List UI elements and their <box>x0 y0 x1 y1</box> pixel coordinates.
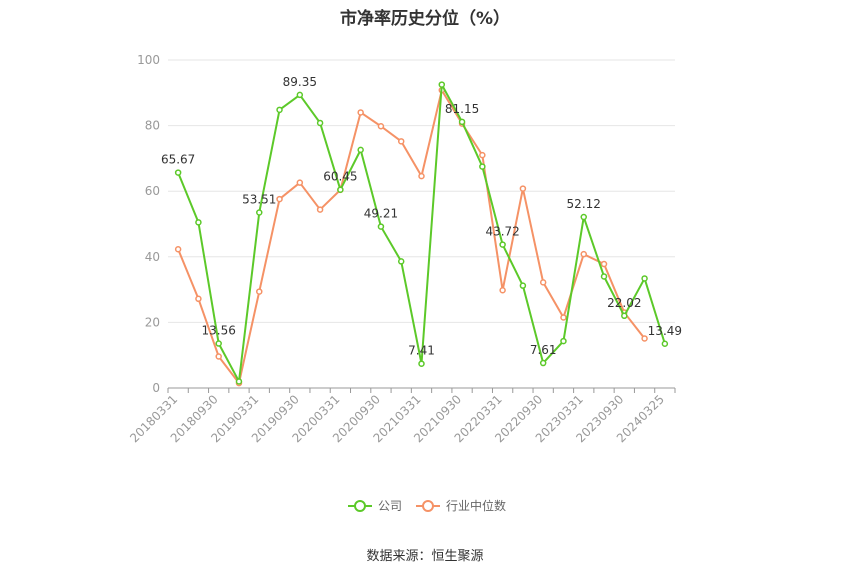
legend-label: 公司 <box>378 499 402 513</box>
data-point-series-0 <box>621 312 628 320</box>
data-point-series-1 <box>580 250 587 258</box>
data-point-series-0 <box>661 340 669 348</box>
data-label: 7.41 <box>408 344 435 358</box>
data-point-series-1 <box>215 353 222 360</box>
data-label: 13.56 <box>202 324 236 338</box>
y-tick-label: 100 <box>137 53 160 67</box>
data-point-series-1 <box>499 287 506 294</box>
data-point-series-1 <box>600 260 608 268</box>
data-point-series-0 <box>195 219 202 226</box>
y-tick-label: 60 <box>145 184 160 198</box>
data-point-series-0 <box>215 340 222 347</box>
data-label: 81.15 <box>445 102 479 116</box>
data-point-series-1 <box>276 195 283 203</box>
data-point-series-0 <box>580 213 587 221</box>
series-line-0 <box>177 83 666 383</box>
y-tick-label: 0 <box>152 381 160 395</box>
data-label: 60.45 <box>323 170 357 184</box>
legend[interactable]: 公司 行业中位数 <box>348 498 506 513</box>
data-labels: 65.67 13.56 53.51 89.35 60.45 49.21 7.41 81.15 4… <box>161 75 682 358</box>
data-label: 13.49 <box>648 324 682 338</box>
data-label: 53.51 <box>242 192 276 206</box>
data-label: 65.67 <box>161 153 195 167</box>
data-label: 89.35 <box>283 75 317 89</box>
y-tick-label: 20 <box>145 315 160 329</box>
data-label: 49.21 <box>364 207 398 221</box>
data-point-series-0 <box>560 337 567 345</box>
data-point-series-1 <box>316 206 324 213</box>
legend-label: 行业中位数 <box>446 498 506 513</box>
data-point-series-0 <box>418 360 425 367</box>
data-point-series-0 <box>256 209 263 216</box>
data-point-series-0 <box>276 106 283 114</box>
data-point-series-0 <box>357 146 364 154</box>
data-point-series-0 <box>499 241 506 248</box>
legend-swatch-marker <box>422 500 434 512</box>
y-tick-label: 80 <box>145 119 160 133</box>
data-label: 7.61 <box>530 343 557 357</box>
data-label: 52.12 <box>567 197 601 211</box>
data-point-series-1 <box>256 288 263 295</box>
data-point-series-1 <box>418 172 425 180</box>
data-point-series-0 <box>539 359 547 367</box>
data-point-series-0 <box>641 275 648 282</box>
y-tick-label: 40 <box>145 250 160 264</box>
data-label: 43.72 <box>485 225 519 239</box>
legend-swatch-marker <box>354 500 366 512</box>
data-point-series-0 <box>479 163 486 170</box>
data-point-series-1 <box>195 295 202 303</box>
data-point-series-0 <box>397 258 405 265</box>
chart-title: 市净率历史分位（%） <box>339 9 511 29</box>
data-source-note: 数据来源：恒生聚源 <box>366 549 484 564</box>
series-lines <box>174 81 669 387</box>
data-point-series-0 <box>377 223 385 230</box>
data-point-series-0 <box>337 186 344 193</box>
data-point-series-0 <box>235 378 243 385</box>
data-point-series-0 <box>519 282 527 289</box>
data-point-series-0 <box>316 119 324 127</box>
data-point-series-1 <box>519 185 527 192</box>
data-point-series-1 <box>560 314 567 321</box>
data-point-series-0 <box>296 91 304 99</box>
data-point-series-0 <box>438 81 446 88</box>
series-line-1 <box>177 89 646 385</box>
data-point-series-0 <box>458 118 466 126</box>
data-label: 22.02 <box>607 296 641 310</box>
data-point-series-0 <box>600 273 608 280</box>
data-point-series-1 <box>296 179 304 186</box>
data-point-series-1 <box>641 335 648 342</box>
data-point-series-1 <box>479 151 486 159</box>
data-point-series-1 <box>357 109 364 116</box>
grid-lines <box>168 59 675 323</box>
data-point-series-0 <box>174 169 182 176</box>
data-point-series-1 <box>539 279 547 286</box>
axes: 0204060801002018033120180930201903312019… <box>127 53 676 445</box>
data-point-series-1 <box>174 246 182 253</box>
data-point-series-1 <box>397 138 405 145</box>
data-point-series-1 <box>377 123 385 130</box>
